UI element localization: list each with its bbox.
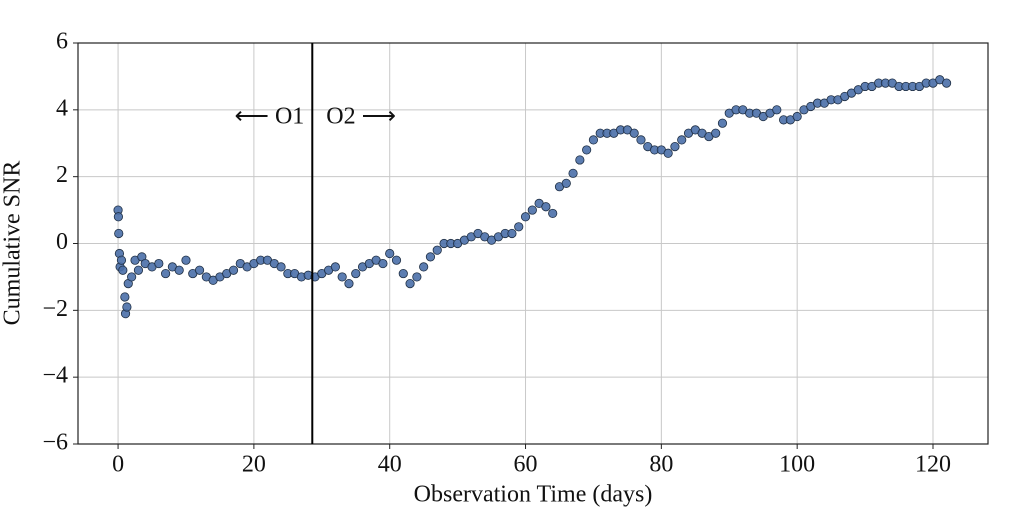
point	[330, 262, 340, 272]
point	[527, 205, 537, 215]
y-tick-label: 6	[56, 29, 68, 55]
x-tick-label: 120	[915, 452, 951, 478]
x-tick-label: 40	[378, 452, 402, 478]
y-tick-label: 0	[56, 229, 68, 255]
point	[228, 265, 239, 275]
point	[772, 105, 782, 115]
y-tick-label: −4	[42, 363, 68, 389]
x-tick-label: 60	[514, 452, 538, 478]
y-tick-label: 2	[56, 162, 68, 188]
point	[398, 268, 408, 279]
point	[113, 212, 124, 222]
point	[711, 128, 721, 138]
point	[174, 265, 184, 275]
y-tick-label: 4	[56, 95, 68, 121]
point	[663, 148, 673, 158]
point	[425, 252, 436, 262]
point	[344, 278, 354, 289]
point	[548, 208, 558, 219]
point	[154, 258, 164, 269]
point	[337, 272, 347, 282]
point	[120, 292, 130, 302]
point	[541, 202, 551, 212]
x-tick-label: 0	[112, 452, 124, 478]
point	[561, 178, 571, 188]
point	[391, 255, 402, 265]
point	[161, 268, 171, 279]
point	[122, 302, 132, 312]
plot-frame	[77, 42, 989, 445]
point	[405, 278, 415, 289]
point	[181, 255, 191, 265]
annotation: O2 ⟶	[326, 104, 396, 130]
point	[588, 135, 599, 145]
point	[127, 272, 137, 282]
point	[575, 155, 585, 165]
x-tick-label: 100	[779, 452, 815, 478]
point	[432, 245, 442, 255]
point	[419, 262, 429, 272]
point	[582, 145, 592, 155]
y-tick-label: −6	[42, 430, 68, 456]
point	[670, 141, 680, 152]
point	[133, 265, 144, 275]
point	[412, 272, 422, 282]
point	[378, 258, 388, 269]
point	[116, 255, 127, 265]
point	[792, 111, 802, 122]
point	[114, 228, 124, 239]
point	[941, 78, 952, 88]
point	[629, 128, 639, 138]
point	[351, 268, 361, 279]
point	[636, 135, 646, 145]
point	[385, 248, 395, 259]
point	[520, 212, 531, 222]
point	[118, 265, 128, 275]
x-tick-label: 80	[649, 452, 673, 478]
y-tick-label: −2	[42, 296, 68, 322]
annotation: ⟵ O1	[235, 104, 305, 130]
point	[568, 168, 578, 178]
x-axis-label: Observation Time (days)	[414, 482, 653, 508]
point	[276, 262, 286, 272]
point	[507, 228, 517, 239]
point	[194, 265, 205, 275]
point	[514, 222, 524, 232]
point	[717, 118, 728, 128]
point	[677, 135, 687, 145]
y-axis-label: Cumulative SNR	[0, 161, 26, 326]
x-tick-label: 20	[242, 452, 266, 478]
